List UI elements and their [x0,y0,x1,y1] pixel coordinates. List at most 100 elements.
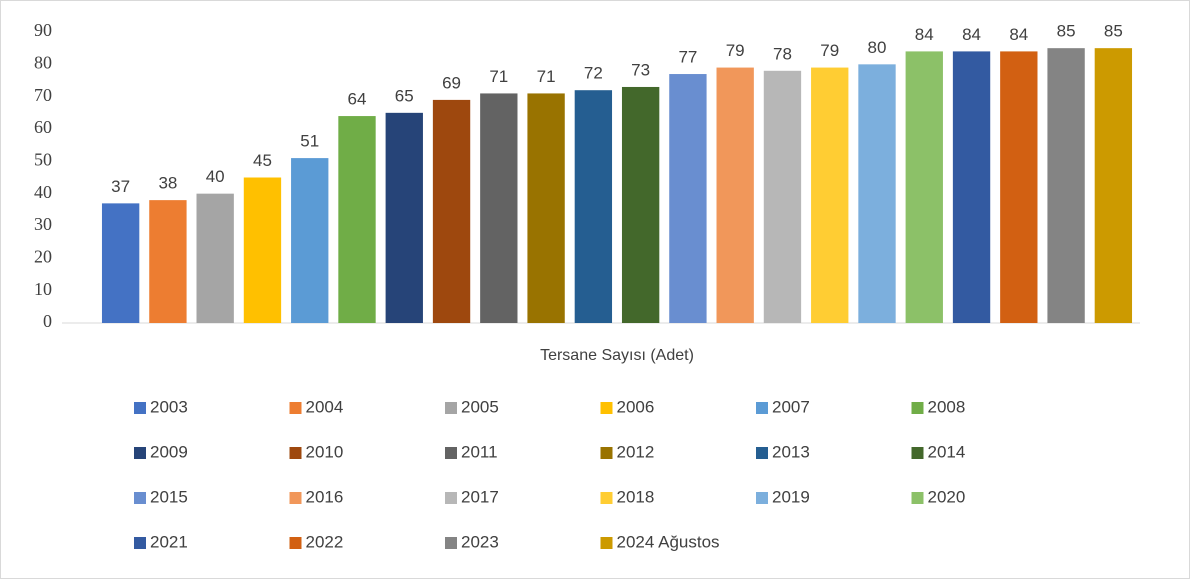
legend-swatch [134,537,146,549]
legend-label: 2022 [306,532,344,551]
bar [811,67,849,323]
y-tick-label: 20 [34,246,52,266]
bar [858,64,896,323]
value-label: 71 [537,67,556,86]
value-label: 84 [1009,25,1028,44]
legend-label: 2014 [928,442,966,461]
bar [149,200,187,323]
bar [527,93,565,323]
bar [952,51,991,324]
y-tick-label: 0 [43,311,52,331]
legend-swatch [289,492,302,504]
legend-swatch [445,537,457,549]
value-label: 45 [253,151,272,170]
legend-label: 2023 [461,532,499,551]
value-label: 73 [631,60,650,79]
legend-label: 2008 [928,397,966,416]
legend-label: 2010 [306,442,344,461]
legend-swatch [911,492,924,504]
value-label: 40 [206,167,225,186]
legend-swatch [134,492,146,504]
legend-swatch [600,537,613,549]
y-tick-label: 40 [34,182,52,202]
legend-label: 2012 [617,442,655,461]
bar [480,93,518,323]
bar [1094,48,1133,324]
bar [905,51,943,324]
value-label: 80 [868,38,887,57]
legend-label: 2003 [150,397,188,416]
legend-swatch [445,402,457,414]
legend-label: 2006 [617,397,655,416]
value-label: 84 [915,25,934,44]
legend-swatch [600,492,613,504]
legend-swatch [289,447,302,459]
legend-swatch [756,402,768,414]
legend-swatch [134,447,146,459]
y-tick-label: 80 [34,52,52,72]
legend-label: 2019 [772,487,810,506]
bar [763,70,802,323]
legend-swatch [289,537,302,549]
legend-label: 2007 [772,397,810,416]
bar [574,90,613,323]
bar [716,67,754,323]
legend-label: 2024 Ağustos [617,532,720,551]
legend-swatch [445,447,457,459]
legend-swatch [289,402,302,414]
x-category-label: Tersane Sayısı (Adet) [540,347,694,364]
bar [1000,51,1038,324]
value-label: 79 [726,41,745,60]
value-label: 71 [489,67,508,86]
legend-label: 2005 [461,397,499,416]
bar [621,86,660,323]
bar [101,203,140,323]
y-tick-label: 10 [34,279,52,299]
y-tick-label: 70 [34,85,52,105]
bar [291,158,329,323]
bar [432,99,471,324]
value-label: 72 [584,64,603,83]
legend-label: 2021 [150,532,188,551]
legend-label: 2018 [617,487,655,506]
value-label: 51 [300,132,319,151]
legend-swatch [756,447,768,459]
legend-swatch [911,402,924,414]
legend-label: 2017 [461,487,499,506]
bar [385,112,423,323]
y-tick-label: 60 [34,117,52,137]
legend-swatch [756,492,768,504]
legend-label: 2004 [306,397,344,416]
value-label: 85 [1104,22,1123,41]
value-label: 78 [773,44,792,63]
legend-label: 2011 [461,442,498,461]
legend-label: 2020 [928,487,966,506]
value-label: 79 [820,41,839,60]
value-label: 37 [111,177,130,196]
value-label: 69 [442,73,461,92]
value-label: 84 [962,25,981,44]
bar [669,74,707,324]
legend-label: 2013 [772,442,810,461]
bar [196,193,234,323]
y-tick-label: 30 [34,214,52,234]
legend-swatch [600,402,613,414]
legend-swatch [600,447,613,459]
bar [1047,48,1085,324]
legend-swatch [445,492,457,504]
value-label: 85 [1057,22,1076,41]
legend-swatch [911,447,924,459]
value-label: 38 [158,174,177,193]
legend-label: 2009 [150,442,188,461]
bar [338,116,376,323]
bar [243,177,282,323]
legend-label: 2016 [306,487,344,506]
value-label: 64 [348,90,367,109]
legend-swatch [134,402,146,414]
value-label: 65 [395,86,414,105]
y-tick-label: 50 [34,149,52,169]
y-tick-label: 90 [34,20,52,40]
legend-label: 2015 [150,487,188,506]
